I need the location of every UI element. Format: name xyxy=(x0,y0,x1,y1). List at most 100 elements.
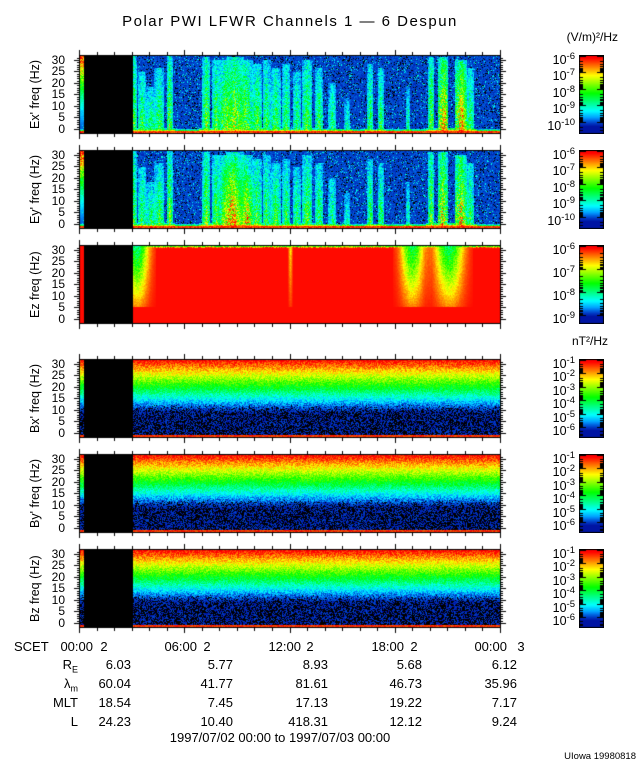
freq-tick-label: 0 xyxy=(58,521,65,535)
colorbar-ez xyxy=(579,245,604,324)
freq-tick-label: 0 xyxy=(58,426,65,440)
colorbar-tick-label: 10-9 xyxy=(552,309,575,326)
freq-tick-label: 0 xyxy=(58,217,65,231)
freq-tick-label: 15 xyxy=(51,581,65,595)
freq-tick-label: 15 xyxy=(51,87,65,101)
colorbar-tick-label: 10-4 xyxy=(552,490,575,507)
freq-tick-label: 10 xyxy=(51,194,65,208)
colorbar-ey xyxy=(579,150,604,229)
colorbar-tick-label: 10-7 xyxy=(552,263,575,281)
freq-tick-label: 20 xyxy=(51,570,65,584)
freq-tick-label: 25 xyxy=(51,254,65,268)
colorbar-bx xyxy=(579,359,604,438)
ephemeris-value: 81.61 xyxy=(295,676,328,691)
ephemeris-value: 18.54 xyxy=(98,695,131,710)
ephemeris-value: 10.40 xyxy=(200,714,233,729)
ephemeris-value: 17.13 xyxy=(295,695,328,710)
credit-stamp: UIowa 19980818 xyxy=(564,751,636,762)
freq-tick-label: 5 xyxy=(58,414,65,428)
spectrogram-panel-ex xyxy=(72,48,508,141)
freq-tick-label: 10 xyxy=(51,403,65,417)
freq-tick-label: 0 xyxy=(58,616,65,630)
freq-tick-label: 5 xyxy=(58,509,65,523)
scet-time-tick: 00:00 xyxy=(474,639,507,654)
scet-day-tick: 3 xyxy=(517,639,525,654)
spectrogram-panel-ez xyxy=(72,238,508,331)
magnetic-units-label: nT²/Hz xyxy=(572,334,608,348)
ephemeris-value: 35.96 xyxy=(484,676,517,691)
scet-time-tick: 00:00 xyxy=(60,639,93,654)
freq-tick-label: 0 xyxy=(58,122,65,136)
colorbar-tick-label: 10-1 xyxy=(552,450,575,467)
freq-tick-label: 25 xyxy=(51,368,65,382)
freq-tick-label: 30 xyxy=(51,148,65,162)
freq-tick-label: 15 xyxy=(51,391,65,405)
freq-tick-label: 30 xyxy=(51,243,65,257)
colorbar-tick-label: 10-4 xyxy=(552,395,575,412)
freq-tick-label: 20 xyxy=(51,266,65,280)
ephemeris-value: 6.12 xyxy=(491,657,517,672)
colorbar-tick-label: 10-6 xyxy=(552,51,575,68)
colorbar-tick-label: 10-5 xyxy=(552,598,575,616)
colorbar-tick-label: 10-1 xyxy=(552,355,575,372)
ephemeris-value: 24.23 xyxy=(98,714,131,729)
ephemeris-value: 12.12 xyxy=(389,714,422,729)
freq-tick-label: 25 xyxy=(51,159,65,173)
spectrogram-panel-by xyxy=(72,447,508,540)
colorbar-tick-label: 10-7 xyxy=(552,67,575,84)
scet-time-tick: 18:00 xyxy=(371,639,404,654)
colorbar-tick-label: 10-6 xyxy=(552,146,575,163)
freq-tick-label: 30 xyxy=(51,452,65,466)
freq-tick-label: 10 xyxy=(51,289,65,303)
ephemeris-value: 46.73 xyxy=(389,676,422,691)
freq-tick-label: 25 xyxy=(51,64,65,78)
freq-tick-label: 30 xyxy=(51,357,65,371)
ephemeris-value: 19.22 xyxy=(389,695,422,710)
colorbar-tick-label: 10-3 xyxy=(552,381,575,399)
colorbar-tick-label: 10-5 xyxy=(552,503,575,521)
ephemeris-row-label-l: L xyxy=(70,714,78,729)
colorbar-tick-label: 10-1 xyxy=(552,545,575,562)
scet-time-tick: 12:00 xyxy=(268,639,301,654)
spectrogram-panel-ey xyxy=(72,143,508,236)
ephemeris-value: 5.77 xyxy=(207,657,233,672)
ephemeris-value: 60.04 xyxy=(98,676,131,691)
freq-tick-label: 5 xyxy=(58,604,65,618)
ephemeris-value: 7.45 xyxy=(207,695,233,710)
scet-day-tick: 2 xyxy=(306,639,314,654)
time-range-caption: 1997/07/02 00:00 to 1997/07/03 00:00 xyxy=(169,730,391,745)
colorbar-bz xyxy=(579,549,604,628)
colorbar-tick-label: 10-3 xyxy=(552,571,575,589)
colorbar-tick-label: 10-8 xyxy=(552,178,575,196)
ephemeris-row-label-lambda: λm xyxy=(64,676,78,694)
scet-day-tick: 2 xyxy=(410,639,418,654)
ephemeris-value: 41.77 xyxy=(200,676,233,691)
colorbar-tick-label: 10-6 xyxy=(552,517,575,534)
colorbar-tick-label: 10-7 xyxy=(552,162,575,179)
freq-tick-label: 15 xyxy=(51,277,65,291)
colorbar-tick-label: 10-2 xyxy=(552,463,575,480)
colorbar-tick-label: 10-9 xyxy=(552,100,575,117)
colorbar-tick-label: 10-4 xyxy=(552,585,575,602)
scet-day-tick: 2 xyxy=(203,639,211,654)
freq-tick-label: 10 xyxy=(51,99,65,113)
freq-tick-label: 15 xyxy=(51,182,65,196)
colorbar-tick-label: 10-10 xyxy=(547,116,575,134)
freq-tick-label: 20 xyxy=(51,76,65,90)
colorbar-tick-label: 10-8 xyxy=(552,286,575,304)
freq-tick-label: 10 xyxy=(51,498,65,512)
freq-tick-label: 20 xyxy=(51,475,65,489)
colorbar-tick-label: 10-8 xyxy=(552,83,575,101)
freq-tick-label: 5 xyxy=(58,110,65,124)
freq-tick-label: 10 xyxy=(51,593,65,607)
colorbar-tick-label: 10-6 xyxy=(552,612,575,629)
freq-tick-label: 25 xyxy=(51,463,65,477)
freq-tick-label: 20 xyxy=(51,380,65,394)
freq-tick-label: 20 xyxy=(51,171,65,185)
freq-tick-label: 25 xyxy=(51,558,65,572)
colorbar-tick-label: 10-6 xyxy=(552,422,575,439)
electric-units-label: (V/m)²/Hz xyxy=(566,30,618,44)
freq-tick-label: 30 xyxy=(51,547,65,561)
ephemeris-value: 5.68 xyxy=(396,657,422,672)
